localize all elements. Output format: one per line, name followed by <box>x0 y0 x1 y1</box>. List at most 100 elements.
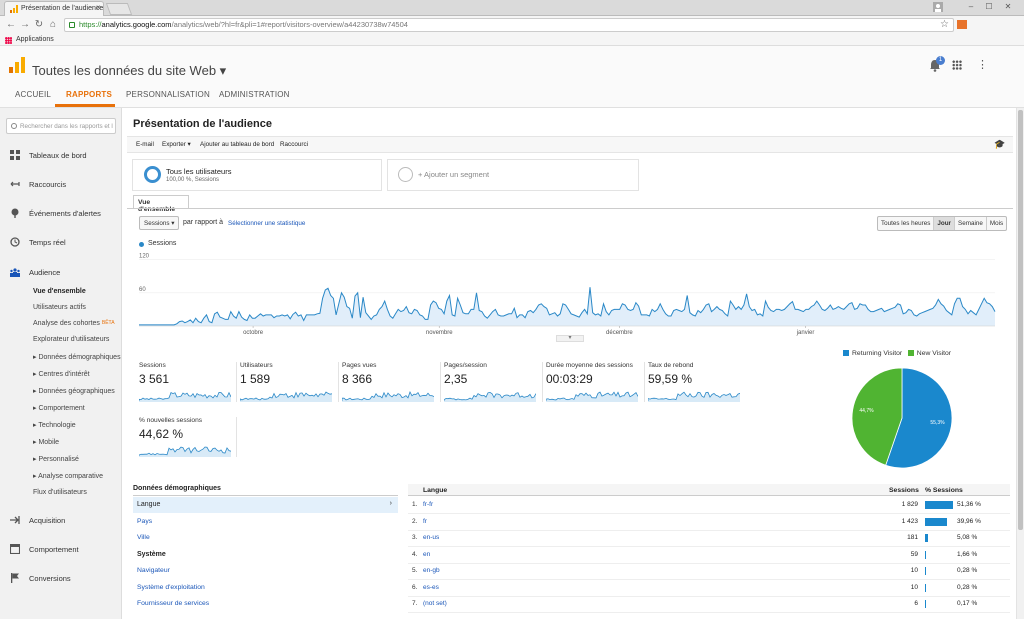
demographics-city-link[interactable]: Ville <box>137 534 150 541</box>
row-language-link[interactable]: fr-fr <box>423 501 434 508</box>
sidebar-item-acquisition[interactable]: Acquisition <box>29 516 66 525</box>
sidebar-item-alerts[interactable]: Événements d'alertes <box>29 209 101 218</box>
demographics-country-link[interactable]: Pays <box>137 518 153 525</box>
scorecard[interactable]: % nouvelles sessions 44,62 % <box>139 417 235 457</box>
col-sessions[interactable]: Sessions <box>889 487 919 494</box>
maximize-icon[interactable]: ☐ <box>985 2 993 11</box>
sidebar-group-item[interactable]: ▸ Analyse comparative <box>33 473 104 480</box>
metric-select[interactable]: Sessions ▾ <box>139 216 179 230</box>
system-browser-link[interactable]: Navigateur <box>137 567 170 574</box>
add-segment-box[interactable] <box>387 159 639 191</box>
table-row[interactable]: 4. en 59 1,66 % <box>408 547 1010 564</box>
sidebar-group-item[interactable]: ▸ Technologie <box>33 422 76 429</box>
sidebar-item-behavior[interactable]: Comportement <box>29 545 79 554</box>
extension-icon[interactable] <box>957 20 967 29</box>
scorecard[interactable]: Sessions 3 561 <box>139 362 235 402</box>
sidebar-item-conversions[interactable]: Conversions <box>29 574 71 583</box>
forward-icon[interactable]: → <box>20 19 30 30</box>
table-row[interactable]: 1. fr-fr 1 829 51,36 % <box>408 497 1010 514</box>
system-os-link[interactable]: Système d'exploitation <box>137 584 205 591</box>
col-pct-sessions[interactable]: % Sessions <box>925 487 963 494</box>
sidebar-sub-explorer[interactable]: Explorateur d'utilisateurs <box>33 336 110 343</box>
day-button[interactable]: Jour <box>934 217 956 230</box>
lock-icon <box>69 22 75 28</box>
more-options-icon[interactable]: ⋮ <box>977 59 988 71</box>
scorecard[interactable]: Taux de rebond 59,59 % <box>648 362 744 402</box>
row-language-link[interactable]: (not set) <box>423 600 447 607</box>
table-row[interactable]: 2. fr 1 423 39,96 % <box>408 514 1010 531</box>
sidebar-item-shortcuts[interactable]: Raccourcis <box>29 180 67 189</box>
apps-icon[interactable] <box>952 60 962 70</box>
tab-overview[interactable]: Vue d'ensemble <box>133 195 189 213</box>
tab-accueil[interactable]: ACCUEIL <box>15 90 52 99</box>
sidebar-group-item[interactable]: ▸ Personnalisé <box>33 456 79 463</box>
scorecard[interactable]: Utilisateurs 1 589 <box>240 362 336 402</box>
sidebar-group-item[interactable]: ▸ Données démographiques <box>33 354 121 361</box>
legend-new-swatch <box>907 350 914 356</box>
row-language-link[interactable]: fr <box>423 517 427 525</box>
sidebar-group-item[interactable]: ▸ Centres d'intérêt <box>33 371 90 378</box>
row-language-link[interactable]: en-gb <box>423 567 440 574</box>
system-provider-link[interactable]: Fournisseur de services <box>137 600 210 607</box>
scorecard[interactable]: Pages vues 8 366 <box>342 362 438 402</box>
new-tab-button[interactable] <box>105 3 133 15</box>
window-close-icon[interactable]: ✕ <box>1004 2 1012 11</box>
scrollbar-thumb[interactable] <box>1018 110 1023 530</box>
sidebar-item-dashboards[interactable]: Tableaux de bord <box>29 151 87 160</box>
scorecard[interactable]: Pages/session 2,35 <box>444 362 540 402</box>
page-scrollbar[interactable] <box>1016 108 1024 619</box>
row-language-link[interactable]: en-us <box>423 534 440 541</box>
table-row[interactable]: 3. en-us 181 5,08 % <box>408 530 1010 547</box>
tab-personnalisation[interactable]: PERSONNALISATION <box>126 90 210 99</box>
home-icon[interactable]: ⌂ <box>49 19 57 30</box>
bookmark-star-icon[interactable]: ☆ <box>940 19 949 30</box>
row-share-bar <box>925 600 926 608</box>
back-icon[interactable]: ← <box>6 19 16 30</box>
sidebar-item-audience[interactable]: Audience <box>29 268 61 277</box>
row-language-link[interactable]: es-es <box>423 583 439 591</box>
hourly-button[interactable]: Toutes les heures <box>878 217 935 230</box>
month-button[interactable]: Mois <box>989 220 1004 227</box>
row-rank: 5. <box>412 567 418 574</box>
tab-close-icon[interactable]: × <box>96 3 101 12</box>
sidebar-sub-overview[interactable]: Vue d'ensemble <box>33 288 86 295</box>
add-to-dashboard-button[interactable]: Ajouter au tableau de bord <box>200 141 275 148</box>
x-tick-label: janvier <box>796 330 815 336</box>
scorecard[interactable]: Durée moyenne des sessions 00:03:29 <box>546 362 642 402</box>
segment-all-users[interactable] <box>132 159 382 191</box>
scorecard-divider <box>236 417 237 457</box>
shortcut-button[interactable]: Raccourci <box>280 141 308 148</box>
report-search-input[interactable]: Rechercher dans les rapports et l <box>6 118 116 134</box>
export-button[interactable]: Exporter ▾ <box>162 141 191 148</box>
sidebar-group-item[interactable]: ▸ Données géographiques <box>33 388 115 395</box>
sidebar-group-item[interactable]: ▸ Comportement <box>33 405 85 412</box>
sidebar-sub-active-users[interactable]: Utilisateurs actifs <box>33 304 86 311</box>
tab-rapports[interactable]: RAPPORTS <box>66 90 113 99</box>
visitor-pie-chart[interactable]: 55,3% 44,7% <box>851 367 953 469</box>
sidebar-sub-cohorts[interactable]: Analyse des cohortes BÊTA <box>33 320 115 327</box>
email-button[interactable]: E-mail <box>136 141 154 148</box>
week-button[interactable]: Semaine <box>955 217 987 230</box>
sessions-chart[interactable]: 120 60 octobre novembre décembre janvier <box>127 248 1013 338</box>
minimize-icon[interactable]: – <box>968 2 974 11</box>
property-selector[interactable]: Toutes les données du site Web ▾ <box>32 63 227 78</box>
browser-tab[interactable]: Présentation de l'audience <box>4 1 104 16</box>
chart-resize-handle[interactable]: ▾ <box>556 335 584 342</box>
bookmark-applications[interactable]: Applications <box>16 36 54 43</box>
sidebar-group-item[interactable]: ▸ Mobile <box>33 439 60 446</box>
demographics-language-row[interactable]: Langue › <box>133 497 398 513</box>
table-row[interactable]: 7. (not set) 6 0,17 % <box>408 596 1010 613</box>
graduation-cap-icon[interactable]: 🎓 <box>994 139 1006 149</box>
table-row[interactable]: 6. es-es 10 0,28 % <box>408 580 1010 597</box>
col-language: Langue <box>423 487 448 494</box>
address-bar[interactable]: https://analytics.google.com/analytics/w… <box>64 18 954 32</box>
tab-administration[interactable]: ADMINISTRATION <box>219 90 290 99</box>
sidebar-item-realtime[interactable]: Temps réel <box>29 238 66 247</box>
sidebar-sub-flow[interactable]: Flux d'utilisateurs <box>33 489 87 496</box>
profile-icon[interactable] <box>933 2 943 12</box>
select-stat-link[interactable]: Sélectionner une statistique <box>228 220 306 227</box>
table-row[interactable]: 5. en-gb 10 0,28 % <box>408 563 1010 580</box>
row-language-link[interactable]: en <box>423 550 431 558</box>
reload-icon[interactable]: ↻ <box>34 19 44 30</box>
sparkline <box>444 391 536 402</box>
